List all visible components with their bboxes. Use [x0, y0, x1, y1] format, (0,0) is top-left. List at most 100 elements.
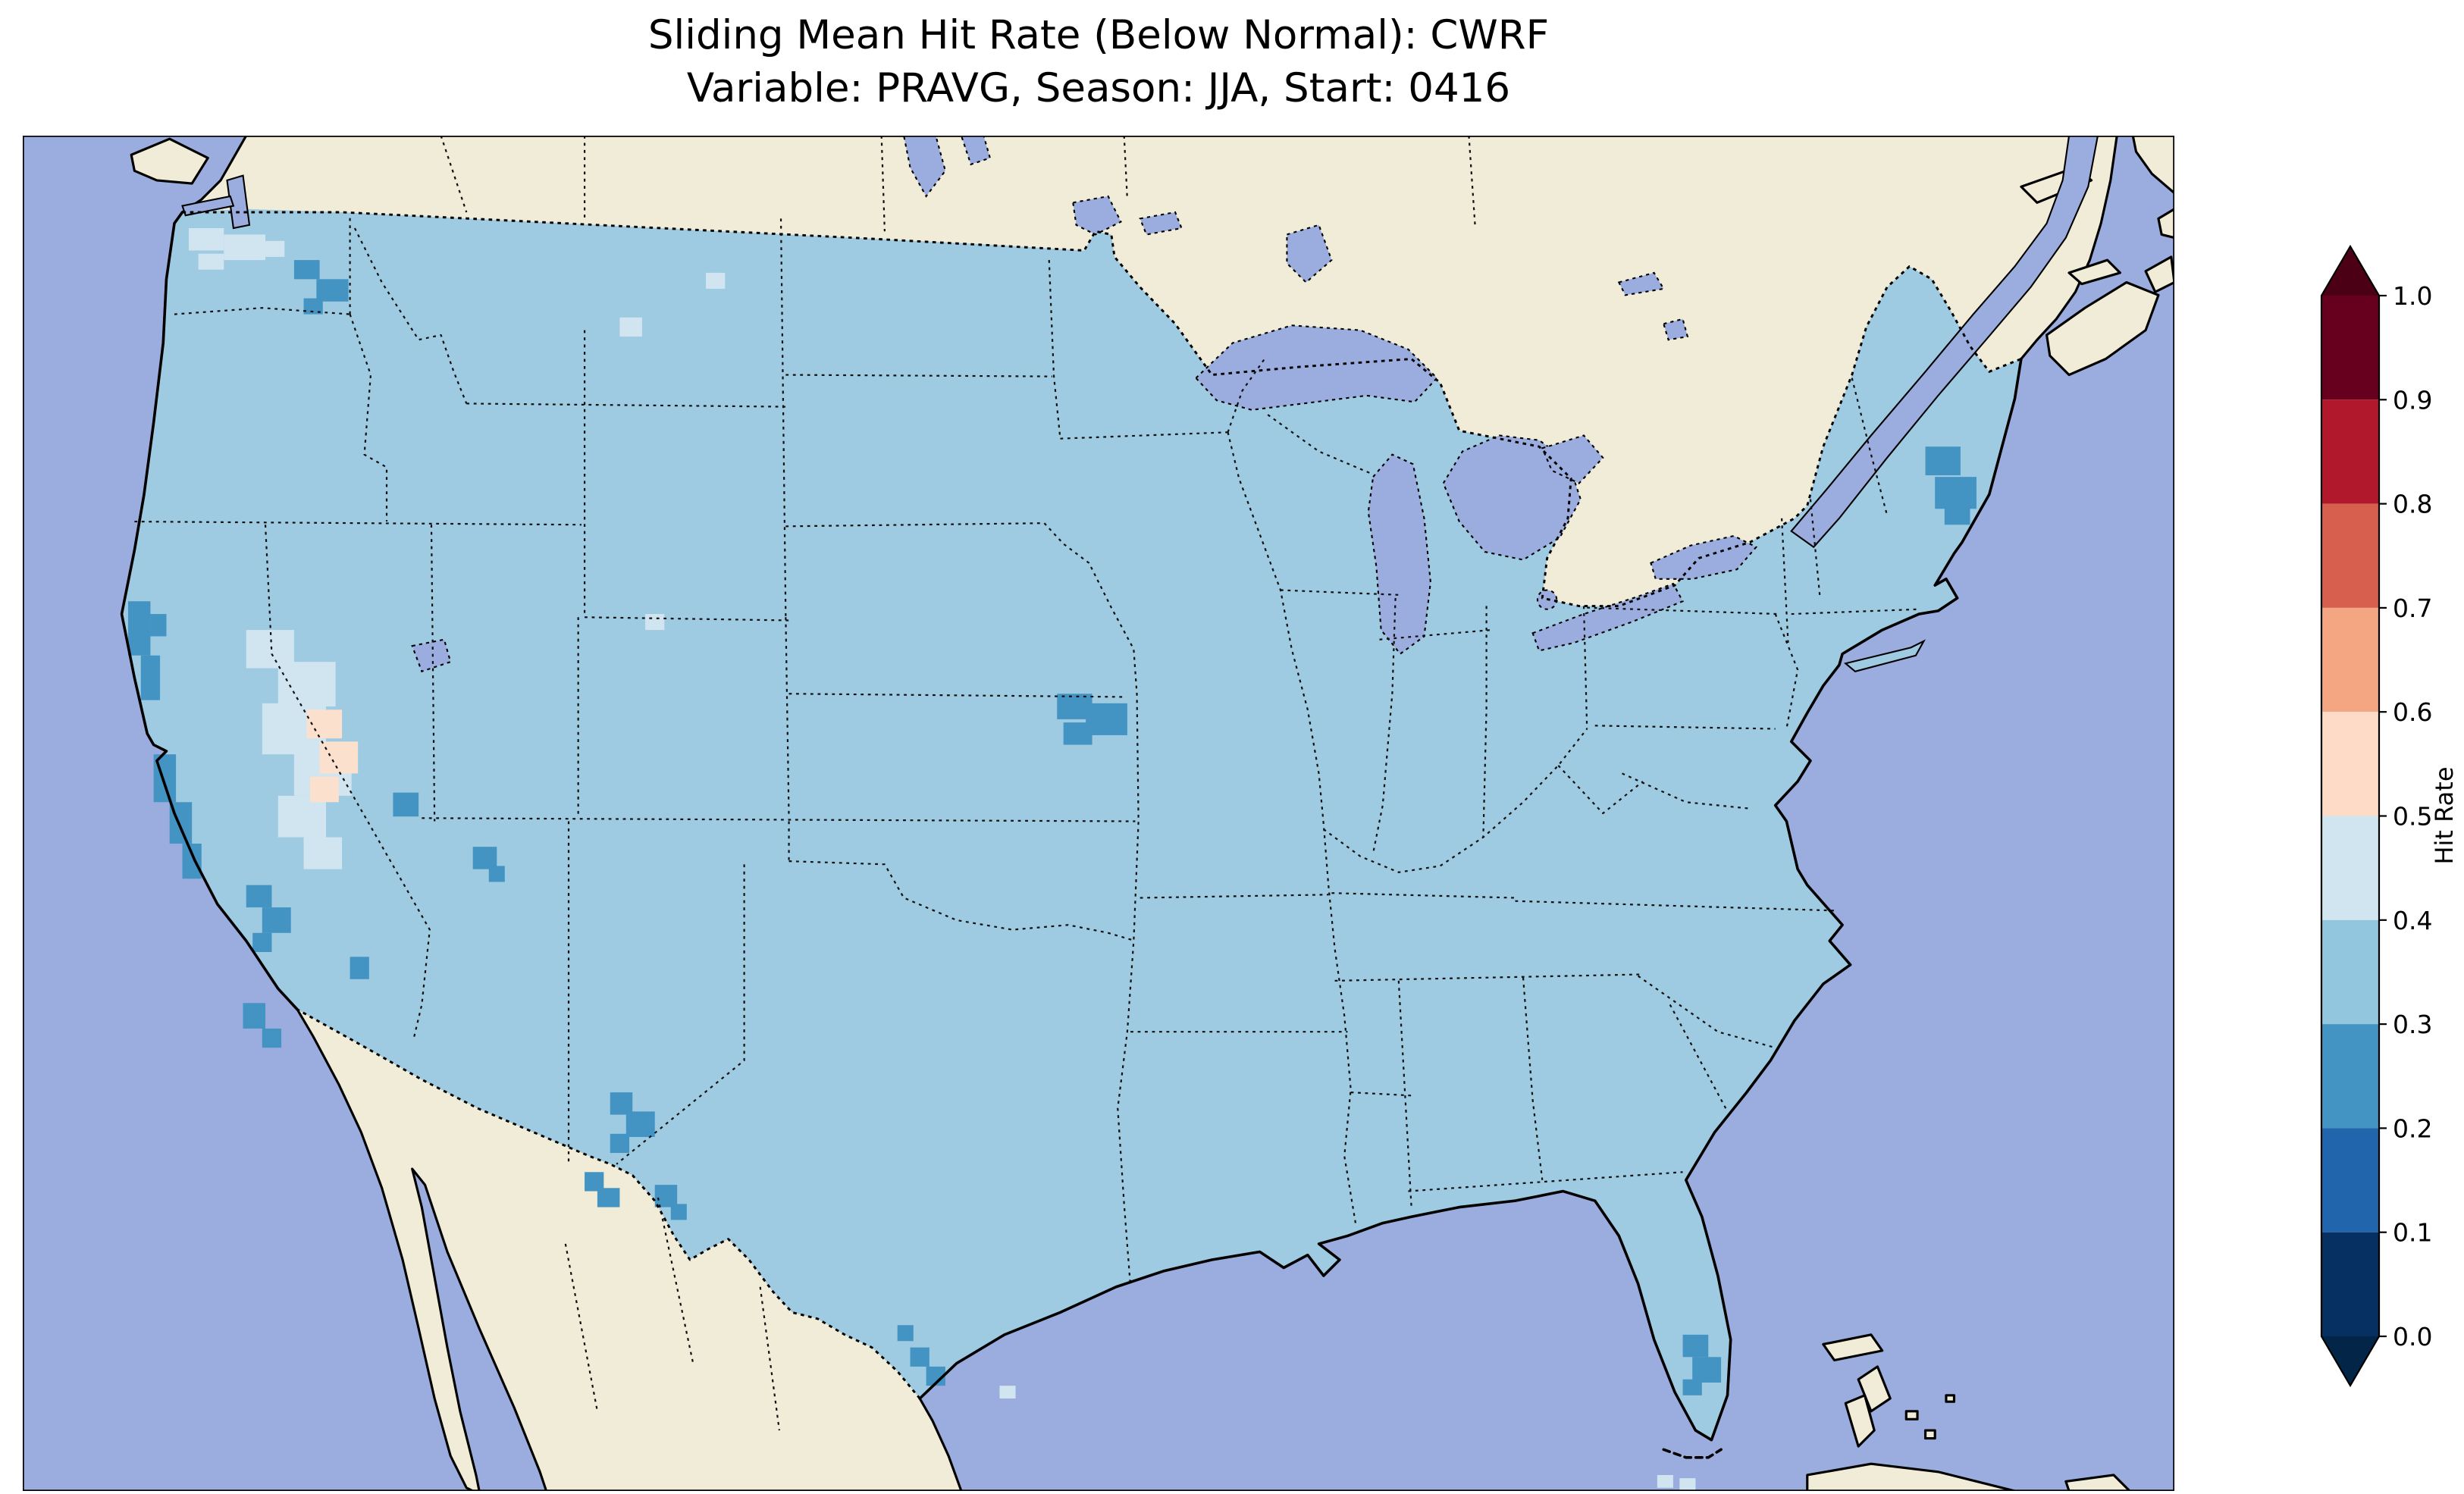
patch-group-nebraska-dark	[1057, 694, 1127, 745]
coastlines	[120, 211, 2023, 1442]
colorbar-ticks: 1.0 0.9 0.8 0.7 0.6 0.5 0.4 0.3 0.2 0.1 …	[2379, 281, 2432, 1351]
heat-cell	[999, 1386, 1016, 1398]
hispaniola-edge	[2064, 1474, 2131, 1491]
heat-cell	[1692, 1357, 1722, 1383]
colorbar-tick-label: 0.0	[2393, 1322, 2432, 1351]
heat-cell	[897, 1325, 914, 1342]
colorbar-segment	[2321, 399, 2379, 504]
heat-cell	[706, 272, 726, 289]
colorbar-tick-label: 0.1	[2393, 1218, 2432, 1248]
lake-nipigon	[1286, 224, 1333, 283]
bahama-cay	[1904, 1410, 1919, 1420]
us-hit-rate-map	[23, 136, 2174, 1491]
newfoundland-corner	[2131, 136, 2174, 195]
cape-breton-island	[2144, 255, 2174, 293]
heat-cell	[597, 1188, 620, 1207]
heat-cell	[1657, 1474, 1673, 1488]
vancouver-island	[130, 137, 209, 185]
lakes-group	[181, 136, 2099, 673]
state-borders	[134, 136, 1920, 1431]
heat-cell	[1682, 1334, 1709, 1358]
heat-cell	[1086, 703, 1127, 735]
colorbar-tick-label: 0.7	[2393, 594, 2432, 623]
heat-cell	[277, 662, 336, 707]
heat-cell	[472, 847, 497, 869]
heat-cell	[127, 601, 151, 656]
lake-winnipeg	[903, 136, 947, 198]
lake-nipissing	[1617, 271, 1665, 296]
florida-keys	[1662, 1448, 1723, 1459]
heat-cell	[1944, 506, 1970, 525]
colorbar-tick-label: 0.6	[2393, 697, 2432, 727]
cuba	[1806, 1462, 2017, 1491]
heat-cell	[1679, 1478, 1696, 1491]
heat-cell	[393, 792, 419, 817]
heat-cell	[619, 317, 642, 337]
patch-group-utah-colorado-dark	[393, 792, 505, 882]
andros-island	[1844, 1394, 1876, 1448]
heat-cell	[252, 932, 272, 953]
lake-manitoba	[960, 136, 992, 166]
heat-cell	[1925, 446, 1961, 476]
heat-cell	[910, 1347, 929, 1367]
us-canada-border	[182, 211, 2022, 608]
colorbar-axis-label: Hit Rate	[2430, 766, 2459, 864]
colorbar-segment	[2321, 296, 2379, 400]
patch-group-washington-pale	[188, 228, 285, 270]
colorbar-tick-label: 0.9	[2393, 385, 2432, 415]
patch-group-new-mexico-dark	[585, 1092, 687, 1220]
colorbar-tick-label: 0.5	[2393, 802, 2432, 832]
colorbar-tick-label: 1.0	[2393, 281, 2432, 311]
heat-cell	[625, 1111, 655, 1138]
lake-superior	[1194, 324, 1438, 411]
bahama-cay	[1923, 1429, 1936, 1440]
patch-group-maine-dark	[1925, 446, 1977, 525]
international-borders	[182, 211, 2022, 1399]
heat-cell	[645, 614, 665, 631]
colorbar-tick-label: 0.2	[2393, 1113, 2432, 1143]
heat-cell	[277, 795, 327, 838]
heat-cell	[262, 907, 291, 933]
lake-of-the-woods	[1072, 195, 1122, 236]
heat-cell	[488, 866, 505, 882]
heat-cell	[350, 957, 369, 979]
grand-bahama	[1822, 1333, 1884, 1362]
rainy-lake	[1139, 211, 1183, 236]
heat-cell	[670, 1204, 687, 1220]
heat-cell	[188, 228, 224, 251]
us-mexico-border	[296, 1008, 921, 1399]
colorbar-segment	[2321, 503, 2379, 608]
colorbar: 1.0 0.9 0.8 0.7 0.6 0.5 0.4 0.3 0.2 0.1 …	[2320, 244, 2459, 1388]
chart-subtitle: Variable: PRAVG, Season: JJA, Start: 041…	[686, 64, 1511, 111]
colorbar-segment	[2321, 816, 2379, 920]
colorbar-over-arrow	[2321, 246, 2379, 296]
heat-cell	[303, 298, 323, 315]
heat-cell	[262, 240, 285, 257]
great-salt-lake	[411, 638, 452, 673]
long-island	[1844, 639, 1926, 672]
patch-group-south-texas-dark	[897, 1325, 1016, 1398]
colorbar-under-arrow	[2321, 1336, 2379, 1386]
colorbar-tick-label: 0.3	[2393, 1010, 2432, 1039]
heat-cell	[1063, 722, 1092, 745]
heat-cell	[246, 885, 272, 908]
heat-cell	[246, 630, 294, 669]
lake-simcoe	[1662, 318, 1689, 341]
colorbar-segment	[2321, 1128, 2379, 1232]
heat-cell	[262, 1028, 282, 1048]
patch-group-northern-plains-pale	[619, 272, 726, 631]
heat-cell	[319, 741, 359, 774]
chart-title: Sliding Mean Hit Rate (Below Normal): CW…	[647, 12, 1550, 58]
heat-cell	[303, 837, 343, 869]
bahama-cay	[1945, 1394, 1956, 1403]
patch-group-sierra-dark	[243, 885, 369, 1048]
heat-cell	[1935, 477, 1977, 509]
nova-scotia	[2045, 280, 2160, 377]
patch-group-washington-dark	[293, 260, 349, 315]
heat-cell	[610, 1092, 633, 1115]
chart-title-block: Sliding Mean Hit Rate (Below Normal): CW…	[23, 9, 2174, 115]
colorbar-tick-label: 0.4	[2393, 906, 2432, 935]
georgian-bay	[1541, 434, 1604, 484]
heat-cell	[316, 279, 349, 302]
